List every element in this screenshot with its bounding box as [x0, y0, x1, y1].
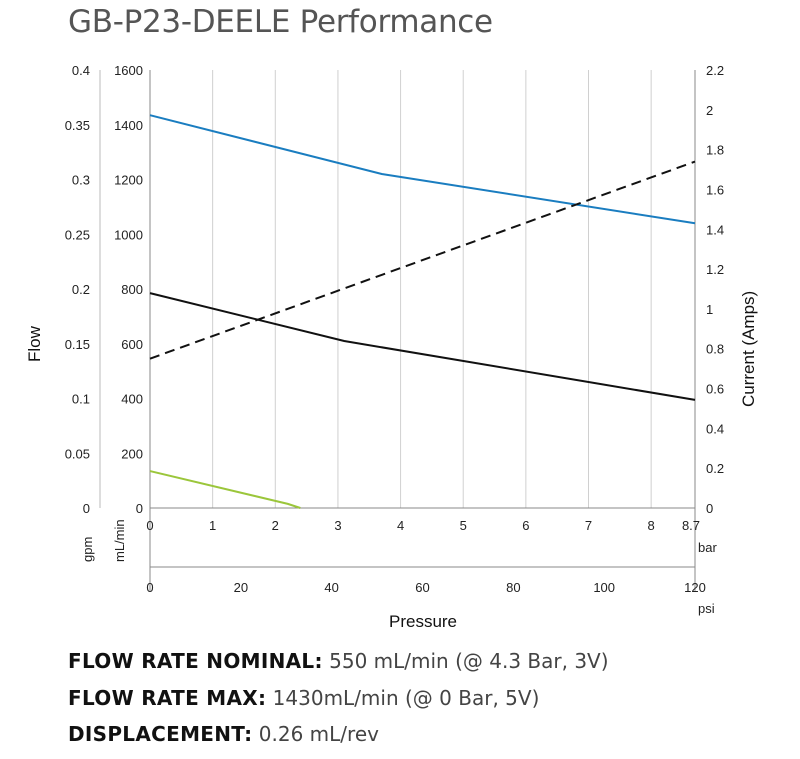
tick-label-ml-min: 400: [121, 392, 143, 407]
tick-label-ml-min: 800: [121, 282, 143, 297]
spec-label: FLOW RATE NOMINAL:: [68, 649, 323, 673]
series-line-4: [149, 160, 696, 360]
tick-label-bar: 4: [397, 518, 404, 533]
tick-label-psi: 60: [415, 580, 429, 595]
axis-unit-gpm: gpm: [80, 537, 95, 562]
spec-value: 0.26 mL/rev: [258, 722, 379, 746]
tick-label-gpm: 0.2: [72, 282, 90, 297]
tick-label-ml-min: 1000: [114, 227, 143, 242]
x-axis-title-pressure: Pressure: [389, 612, 457, 631]
tick-label-bar: 1: [209, 518, 216, 533]
tick-label-psi: 80: [506, 580, 520, 595]
tick-label-gpm: 0.15: [65, 337, 90, 352]
tick-label-amps: 0.4: [706, 421, 724, 436]
tick-label-ml-min: 200: [121, 446, 143, 461]
tick-label-amps: 0: [706, 501, 713, 516]
series-line-3: [149, 470, 301, 509]
tick-label-bar: 7: [585, 518, 592, 533]
tick-label-psi: 0: [146, 580, 153, 595]
tick-label-gpm: 0.1: [72, 392, 90, 407]
y-axis-title-current: Current (Amps): [739, 291, 758, 407]
spec-displacement: DISPLACEMENT: 0.26 mL/rev: [68, 722, 379, 746]
tick-label-psi: 120: [684, 580, 706, 595]
tick-label-gpm: 0.4: [72, 63, 90, 78]
spec-label: DISPLACEMENT:: [68, 722, 253, 746]
tick-label-gpm: 0.3: [72, 173, 90, 188]
tick-label-gpm: 0.35: [65, 118, 90, 133]
series-line-2: [149, 292, 696, 401]
tick-label-amps: 1.8: [706, 143, 724, 158]
tick-label-bar: 0: [146, 518, 153, 533]
tick-label-amps: 0.6: [706, 382, 724, 397]
tick-label-gpm: 0.25: [65, 227, 90, 242]
tick-label-amps: 0.2: [706, 461, 724, 476]
tick-label-amps: 1: [706, 302, 713, 317]
tick-label-bar: 8: [648, 518, 655, 533]
axis-unit-bar: bar: [698, 540, 717, 555]
spec-value: 550 mL/min (@ 4.3 Bar, 3V): [329, 649, 609, 673]
y-axis-title-flow: Flow: [25, 325, 44, 362]
performance-chart: 0200400600800100012001400160000.050.10.1…: [25, 63, 758, 631]
tick-label-amps: 1.2: [706, 262, 724, 277]
tick-label-gpm: 0.05: [65, 446, 90, 461]
tick-label-bar: 3: [334, 518, 341, 533]
tick-label-amps: 0.8: [706, 342, 724, 357]
tick-label-psi: 100: [593, 580, 615, 595]
tick-label-amps: 1.6: [706, 182, 724, 197]
tick-label-amps: 2.2: [706, 63, 724, 78]
tick-label-ml-min: 1600: [114, 63, 143, 78]
tick-label-bar: 2: [272, 518, 279, 533]
axis-unit-psi: psi: [698, 601, 715, 616]
axis-unit-ml-min: mL/min: [112, 519, 127, 562]
tick-label-psi: 40: [324, 580, 338, 595]
tick-label-bar: 5: [460, 518, 467, 533]
tick-label-bar: 8.7: [682, 518, 700, 533]
spec-flow-rate-max: FLOW RATE MAX: 1430mL/min (@ 0 Bar, 5V): [68, 686, 539, 710]
tick-label-amps: 1.4: [706, 222, 724, 237]
series-line-1: [149, 114, 696, 225]
tick-label-bar: 6: [522, 518, 529, 533]
spec-flow-rate-nominal: FLOW RATE NOMINAL: 550 mL/min (@ 4.3 Bar…: [68, 649, 609, 673]
tick-label-amps: 2: [706, 103, 713, 118]
tick-label-ml-min: 1200: [114, 173, 143, 188]
tick-label-ml-min: 600: [121, 337, 143, 352]
tick-label-ml-min: 0: [136, 501, 143, 516]
spec-label: FLOW RATE MAX:: [68, 686, 267, 710]
spec-value: 1430mL/min (@ 0 Bar, 5V): [272, 686, 540, 710]
chart-title: GB-P23-DEELE Performance: [68, 4, 493, 40]
tick-label-ml-min: 1400: [114, 118, 143, 133]
tick-label-psi: 20: [234, 580, 248, 595]
tick-label-gpm: 0: [83, 501, 90, 516]
